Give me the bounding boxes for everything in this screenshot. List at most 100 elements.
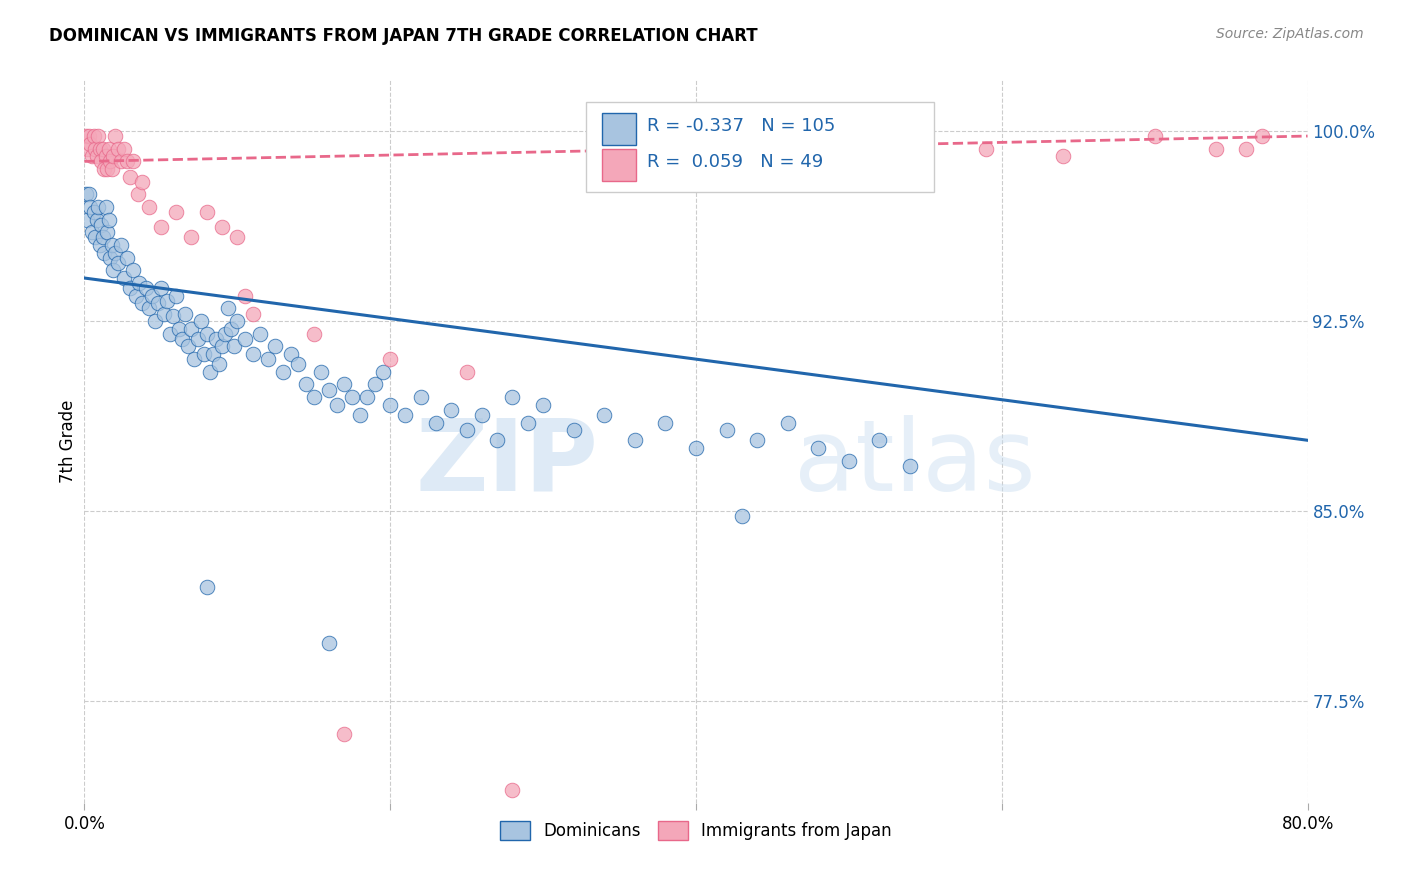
Point [295,377,318,392]
Point [165,289,187,303]
Point [716,423,738,437]
Point [264,339,287,353]
Point [280,347,302,361]
Point [165,205,187,219]
Point [103,263,125,277]
Point [471,408,494,422]
Point [122,154,145,169]
Point [135,281,157,295]
Point [156,293,179,308]
Point [731,509,754,524]
Point [115,154,138,169]
Point [838,453,860,467]
Point [242,347,264,361]
Point [149,281,172,295]
Point [174,306,197,320]
Point [195,205,218,219]
Point [76,212,98,227]
Point [898,129,921,144]
Point [747,434,769,448]
Point [976,142,998,156]
Point [1205,142,1227,156]
FancyBboxPatch shape [602,112,636,145]
Point [96,226,118,240]
Point [562,423,585,437]
Point [149,220,172,235]
Point [456,423,478,437]
Point [93,245,115,260]
Point [380,352,402,367]
Text: ZIP: ZIP [415,415,598,512]
Point [271,365,294,379]
Point [371,365,394,379]
Point [90,154,112,169]
Point [127,187,149,202]
Point [226,230,249,244]
Point [98,251,121,265]
Point [93,161,115,176]
Point [456,365,478,379]
Y-axis label: 7th Grade: 7th Grade [59,400,77,483]
Point [211,339,233,353]
Point [195,326,218,341]
Point [1236,142,1258,156]
Point [364,377,387,392]
Point [287,357,309,371]
Text: DOMINICAN VS IMMIGRANTS FROM JAPAN 7TH GRADE CORRELATION CHART: DOMINICAN VS IMMIGRANTS FROM JAPAN 7TH G… [49,27,758,45]
Point [898,458,921,473]
Point [502,390,524,404]
Point [516,416,538,430]
Point [87,129,110,144]
Point [180,230,202,244]
Point [340,390,363,404]
Point [217,301,239,316]
Point [257,352,280,367]
Point [654,416,676,430]
Point [84,230,107,244]
Point [167,322,190,336]
Point [214,326,236,341]
Point [96,161,118,176]
Point [103,149,125,163]
Point [120,169,142,184]
Point [128,276,150,290]
Point [101,161,124,176]
Point [333,377,356,392]
Point [89,238,111,252]
Point [219,322,242,336]
Point [593,408,616,422]
Point [79,200,101,214]
Point [224,339,246,353]
Text: R = -0.337   N = 105: R = -0.337 N = 105 [647,117,835,135]
Point [91,142,114,156]
Point [80,226,103,240]
Point [162,309,184,323]
Point [146,296,169,310]
Point [356,390,378,404]
Point [242,306,264,320]
Point [138,200,160,214]
Point [120,281,142,295]
Point [98,154,121,169]
Point [110,154,132,169]
Point [380,398,402,412]
Point [1052,149,1074,163]
FancyBboxPatch shape [602,149,636,181]
Point [86,149,108,163]
Point [186,332,208,346]
Point [77,129,100,144]
Point [77,187,100,202]
Point [1250,129,1272,144]
Point [159,326,181,341]
Point [180,322,202,336]
Point [486,434,509,448]
Point [131,296,153,310]
Point [198,365,221,379]
Point [110,238,132,252]
Point [318,636,340,650]
Point [122,263,145,277]
Point [183,352,205,367]
Point [76,142,98,156]
Point [409,390,432,404]
Point [104,129,127,144]
